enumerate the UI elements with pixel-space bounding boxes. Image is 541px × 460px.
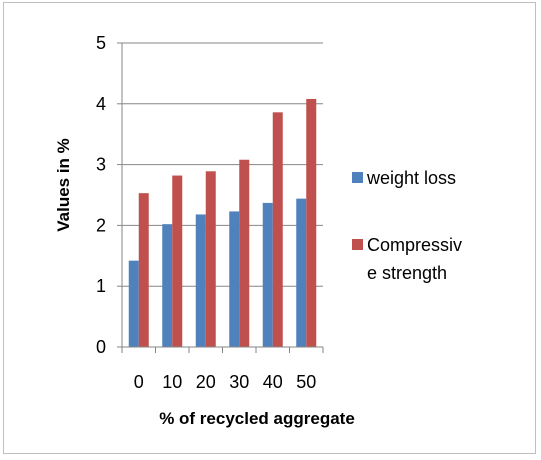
- legend-label-line: e strength: [367, 263, 447, 283]
- bar-compressive-strength: [239, 159, 250, 347]
- bar-weight-loss: [296, 198, 307, 347]
- y-tick-labels: 0 1 2 3 4 5: [96, 33, 106, 357]
- bar-compressive-strength: [205, 171, 216, 347]
- bar-weight-loss: [229, 211, 240, 347]
- x-axis-label: % of recycled aggregate: [159, 409, 355, 428]
- legend-label-line: Compressiv: [367, 235, 462, 255]
- x-tick-label: 0: [134, 372, 144, 392]
- bar-weight-loss: [195, 214, 206, 347]
- legend-label-compressive-strength: Compressiv e strength: [367, 235, 462, 283]
- gridlines: [122, 42, 323, 287]
- bar-compressive-strength: [172, 175, 183, 347]
- y-tick-label: 5: [96, 33, 106, 53]
- x-tick-label: 10: [162, 372, 182, 392]
- legend-swatch-weight-loss: [352, 172, 363, 183]
- bar-weight-loss: [262, 202, 273, 347]
- y-tick-label: 4: [96, 94, 106, 114]
- bars: [128, 98, 317, 347]
- chart-frame: 0 1 2 3 4 5 0 10 20 30 40 50 Values in % % of recy…: [3, 2, 536, 454]
- bar-weight-loss: [162, 224, 173, 347]
- bar-chart: 0 1 2 3 4 5 0 10 20 30 40 50 Values in % % of recy…: [54, 33, 462, 428]
- bar-weight-loss: [128, 260, 139, 347]
- y-axis-label: Values in %: [54, 138, 73, 232]
- y-tick-label: 3: [96, 155, 106, 175]
- legend-swatch-compressive-strength: [352, 239, 363, 250]
- y-tick-label: 1: [96, 276, 106, 296]
- legend: weight loss Compressiv e strength: [352, 168, 462, 283]
- x-tick-label: 50: [296, 372, 316, 392]
- x-tick-labels: 0 10 20 30 40 50: [134, 372, 317, 392]
- x-tick-label: 30: [229, 372, 249, 392]
- legend-label-weight-loss: weight loss: [366, 168, 456, 188]
- y-tick-label: 0: [96, 337, 106, 357]
- y-tick-label: 2: [96, 215, 106, 235]
- bar-compressive-strength: [272, 112, 283, 347]
- x-tick-label: 40: [263, 372, 283, 392]
- axes: [117, 42, 324, 353]
- bar-compressive-strength: [306, 98, 317, 347]
- x-tick-label: 20: [196, 372, 216, 392]
- bar-compressive-strength: [138, 193, 149, 347]
